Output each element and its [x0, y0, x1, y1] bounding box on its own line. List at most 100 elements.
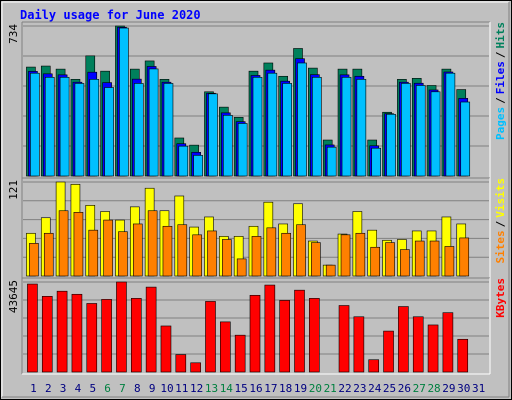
x-tick-label: 30: [457, 382, 470, 395]
bar: [44, 76, 55, 177]
bar: [341, 76, 352, 177]
x-tick-label: 6: [104, 382, 111, 395]
x-tick-label: 28: [427, 382, 440, 395]
bar: [445, 72, 456, 177]
bar: [338, 305, 350, 373]
bar: [160, 325, 172, 373]
bar: [442, 312, 454, 373]
bar: [71, 293, 83, 373]
bar: [89, 79, 100, 177]
bar: [427, 324, 439, 373]
bar: [177, 224, 188, 277]
bar: [400, 249, 410, 277]
x-tick-label: 29: [442, 382, 455, 395]
bar: [130, 298, 142, 373]
bar: [457, 338, 469, 373]
bar: [86, 303, 98, 373]
bar: [460, 101, 471, 177]
x-tick-label: 1: [30, 382, 37, 395]
bar: [249, 294, 261, 373]
bar: [148, 68, 159, 177]
bar: [145, 286, 157, 373]
x-tick-label: 12: [190, 382, 203, 395]
bar: [175, 354, 187, 373]
bar: [312, 76, 322, 177]
bar: [236, 258, 247, 277]
bar: [326, 146, 337, 177]
x-tick-label: 4: [75, 382, 82, 395]
bar: [412, 316, 424, 373]
bar: [353, 316, 365, 373]
bar: [116, 281, 127, 373]
bar: [297, 62, 307, 177]
x-tick-label: 11: [175, 382, 188, 395]
x-tick-label: 31: [472, 382, 485, 395]
bar: [118, 231, 128, 277]
bar: [415, 85, 426, 177]
legend-separator: /: [494, 97, 507, 104]
bar: [282, 83, 292, 177]
bar: [311, 242, 321, 277]
bar: [368, 359, 380, 373]
bar: [162, 225, 173, 277]
legend-separator: /: [494, 220, 507, 227]
y-tick-label: 734: [7, 24, 20, 44]
legend-entry: Pages: [494, 107, 507, 140]
bar: [178, 145, 189, 177]
x-tick-label: 23: [353, 382, 366, 395]
bar: [222, 239, 232, 277]
bar: [223, 115, 233, 177]
bar: [58, 210, 69, 277]
bar: [205, 301, 216, 373]
bar: [251, 236, 262, 277]
legend: Pages / Files / Hits: [494, 22, 507, 140]
bar: [429, 240, 440, 277]
bar: [385, 242, 395, 277]
bar: [309, 298, 320, 373]
bar: [119, 27, 129, 177]
x-tick-label: 13: [205, 382, 218, 395]
x-tick-label: 5: [89, 382, 96, 395]
bar: [294, 289, 305, 373]
x-tick-label: 21: [324, 382, 337, 395]
bar: [163, 83, 174, 177]
x-tick-label: 22: [338, 382, 351, 395]
y-tick-label: 121: [7, 180, 20, 200]
bar: [356, 79, 367, 177]
bar: [340, 234, 351, 277]
y-tick-label: 43645: [7, 280, 20, 313]
x-tick-label: 17: [264, 382, 277, 395]
bar: [103, 219, 113, 277]
bar: [234, 334, 246, 373]
bar: [237, 123, 248, 177]
bar: [267, 72, 278, 177]
bar: [220, 321, 231, 373]
bar: [430, 91, 441, 177]
bar: [444, 246, 455, 277]
bar: [73, 211, 84, 277]
legend-entry: Files: [494, 61, 507, 94]
bar: [101, 299, 112, 373]
legend: Sites / Visits: [494, 178, 507, 264]
x-tick-label: 10: [160, 382, 173, 395]
bar: [414, 240, 425, 277]
bar: [43, 232, 54, 277]
bar: [208, 93, 218, 177]
x-tick-label: 15: [235, 382, 248, 395]
x-tick-label: 27: [413, 382, 426, 395]
x-tick-label: 14: [220, 382, 234, 395]
legend-entry: Sites: [494, 230, 507, 263]
x-tick-label: 3: [60, 382, 67, 395]
bar: [383, 330, 394, 373]
x-tick-label: 2: [45, 382, 52, 395]
legend: KBytes: [494, 278, 507, 318]
bar: [104, 87, 114, 177]
bar: [207, 230, 217, 277]
x-tick-label: 19: [294, 382, 307, 395]
bar: [30, 72, 40, 177]
x-tick-label: 16: [249, 382, 262, 395]
legend-separator: /: [494, 51, 507, 58]
bar: [398, 306, 409, 373]
legend-entry: Visits: [494, 178, 507, 218]
